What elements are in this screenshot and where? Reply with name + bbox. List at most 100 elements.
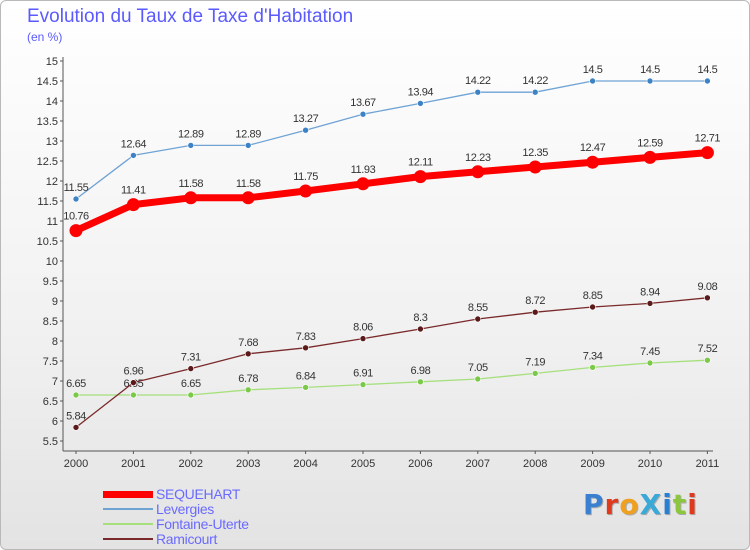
data-point-ramicourt: [187, 365, 195, 372]
data-label-sequehart: 12.23: [465, 152, 491, 164]
legend-swatch-fontaine-uterte: [103, 523, 153, 525]
data-label-sequehart: 10.76: [63, 211, 89, 223]
data-label-fontaine-uterte: 6.65: [181, 378, 201, 390]
data-label-ramicourt: 8.55: [468, 302, 488, 314]
data-label-ramicourt: 7.83: [296, 331, 316, 343]
data-label-levergies: 14.5: [697, 64, 717, 76]
y-tick-label: 9: [52, 296, 58, 308]
data-label-sequehart: 11.58: [236, 178, 261, 190]
legend-swatch-levergies: [103, 508, 153, 510]
y-tick-label: 10.5: [37, 236, 58, 248]
data-point-ramicourt: [72, 424, 80, 431]
data-point-ramicourt: [474, 315, 482, 323]
data-label-sequehart: 12.35: [522, 147, 548, 159]
data-point-levergies: [704, 77, 711, 85]
data-point-levergies: [72, 195, 80, 203]
data-label-ramicourt: 8.94: [640, 286, 660, 298]
y-tick-label: 9.5: [43, 276, 58, 288]
data-point-ramicourt: [704, 294, 711, 302]
data-point-fontaine-uterte: [531, 370, 539, 377]
series-line-levergies: [75, 80, 709, 200]
data-label-sequehart: 12.71: [695, 133, 721, 145]
data-point-sequehart: [586, 155, 600, 169]
data-point-levergies: [531, 88, 539, 96]
data-label-fontaine-uterte: 6.84: [296, 370, 316, 382]
data-point-ramicourt: [130, 379, 137, 386]
legend-label-ramicourt: Ramicourt: [156, 531, 218, 547]
data-label-sequehart: 12.47: [580, 142, 606, 154]
data-point-levergies: [359, 110, 367, 118]
y-tick-label: 8.5: [43, 316, 58, 328]
y-tick-label: 11.5: [37, 196, 58, 208]
legend-label-sequehart: SEQUEHART: [156, 486, 241, 502]
y-tick-label: 7.5: [43, 356, 58, 368]
series-line-ramicourt: [75, 297, 709, 429]
data-point-sequehart: [184, 191, 198, 205]
data-point-levergies: [417, 100, 424, 107]
data-label-fontaine-uterte: 6.65: [66, 378, 86, 390]
data-label-ramicourt: 9.08: [697, 281, 717, 293]
y-tick-label: 12.5: [37, 156, 58, 168]
data-point-levergies: [646, 77, 654, 85]
x-tick-label: 2000: [64, 458, 88, 470]
x-tick-label: 2008: [523, 458, 547, 470]
y-tick-label: 12: [46, 176, 58, 188]
data-label-levergies: 12.89: [178, 128, 204, 140]
data-point-levergies: [302, 126, 309, 134]
data-label-levergies: 12.64: [121, 138, 147, 150]
data-label-ramicourt: 5.84: [66, 410, 86, 422]
data-label-fontaine-uterte: 7.52: [697, 343, 717, 355]
chart-title: Evolution du Taux de Taxe d'Habitation: [27, 6, 354, 27]
data-point-sequehart: [299, 184, 313, 198]
data-label-sequehart: 11.93: [351, 164, 376, 176]
y-tick-label: 13: [46, 136, 58, 148]
chart-unit-label: (en %): [27, 30, 63, 44]
y-tick-label: 15: [46, 56, 58, 68]
data-label-ramicourt: 8.06: [353, 322, 373, 334]
data-point-sequehart: [413, 170, 427, 184]
data-point-fontaine-uterte: [187, 391, 195, 399]
data-point-levergies: [187, 142, 195, 149]
data-label-fontaine-uterte: 7.34: [583, 350, 603, 362]
data-point-ramicourt: [646, 300, 654, 307]
data-label-fontaine-uterte: 7.45: [640, 346, 660, 358]
y-tick-label: 14: [46, 96, 58, 108]
data-point-levergies: [244, 142, 252, 149]
y-tick-label: 11: [47, 216, 58, 228]
data-point-sequehart: [241, 191, 255, 205]
data-label-levergies: 13.27: [293, 113, 319, 125]
x-tick-label: 2010: [638, 458, 662, 470]
data-label-ramicourt: 8.72: [525, 295, 545, 307]
data-label-levergies: 14.22: [522, 75, 548, 87]
legend-label-fontaine-uterte: Fontaine-Uterte: [156, 516, 249, 532]
series-line-fontaine-uterte: [75, 359, 709, 396]
data-label-ramicourt: 7.68: [238, 337, 258, 349]
data-point-ramicourt: [302, 344, 309, 352]
data-label-ramicourt: 8.3: [413, 312, 427, 324]
data-point-fontaine-uterte: [359, 381, 367, 388]
data-point-fontaine-uterte: [646, 359, 654, 367]
data-label-levergies: 14.5: [583, 64, 603, 76]
data-label-fontaine-uterte: 6.78: [238, 373, 258, 385]
data-point-sequehart: [700, 146, 714, 160]
data-label-sequehart: 11.41: [121, 185, 146, 197]
data-point-ramicourt: [417, 325, 424, 333]
data-point-ramicourt: [244, 350, 252, 358]
data-point-fontaine-uterte: [589, 364, 596, 371]
legend-swatch-sequehart: [103, 491, 153, 498]
data-label-fontaine-uterte: 7.05: [468, 362, 488, 374]
data-label-fontaine-uterte: 7.19: [525, 356, 545, 368]
data-label-ramicourt: 8.85: [583, 290, 603, 302]
y-tick-label: 13.5: [37, 116, 58, 128]
series-line-sequehart: [72, 149, 711, 235]
data-point-fontaine-uterte: [704, 356, 711, 364]
data-label-sequehart: 12.11: [408, 157, 433, 169]
data-label-ramicourt: 7.31: [181, 352, 201, 364]
data-label-fontaine-uterte: 6.98: [410, 365, 430, 377]
data-point-fontaine-uterte: [302, 384, 309, 391]
x-tick-label: 2011: [696, 458, 720, 470]
data-point-sequehart: [356, 177, 370, 191]
data-label-levergies: 12.89: [235, 128, 261, 140]
